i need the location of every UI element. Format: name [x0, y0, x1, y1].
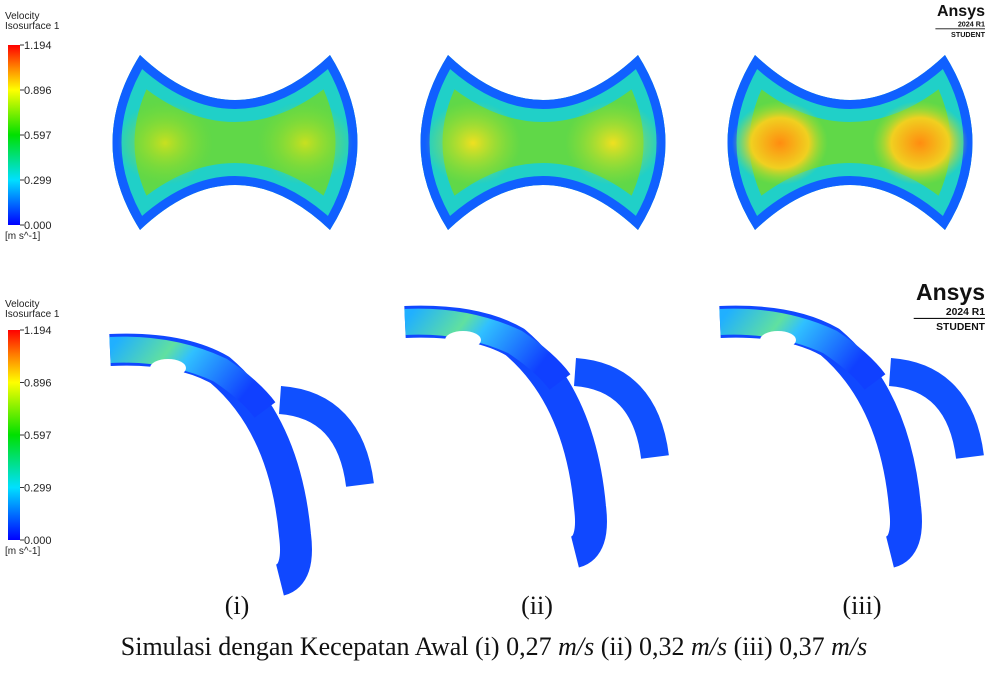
tick-label: 0.299 — [24, 483, 52, 495]
tick-label: 1.194 — [24, 40, 52, 52]
caption-part: m/s — [691, 632, 727, 661]
contour-plot — [727, 55, 973, 230]
panel-label: (i) — [225, 591, 250, 620]
contour — [727, 55, 973, 230]
pipe-main — [719, 305, 922, 568]
legend-title: Velocity — [5, 299, 39, 310]
lobe — [732, 101, 828, 185]
caption-part: m/s — [558, 632, 594, 661]
panel-label: (iii) — [843, 591, 882, 620]
tick-label: 1.194 — [24, 325, 52, 337]
tick-label: 0.000 — [24, 220, 52, 232]
contour — [112, 55, 358, 230]
logo-version: 2024 R1 — [958, 19, 985, 28]
ansys-logo: Ansys 2024 R1 STUDENT — [913, 279, 986, 333]
logo-edition: STUDENT — [936, 322, 986, 333]
legend-unit: [m s^-1] — [5, 546, 40, 557]
pipe-plot — [719, 305, 984, 568]
pipe-main — [404, 305, 607, 568]
tick-label: 0.896 — [24, 378, 52, 390]
lobe — [565, 101, 661, 185]
color-bar — [8, 330, 20, 540]
lobe — [872, 101, 968, 185]
logo-version: 2024 R1 — [946, 307, 985, 318]
pipe-jet — [109, 336, 276, 419]
logo-edition: STUDENT — [951, 30, 986, 39]
pipe-main — [109, 333, 312, 596]
contour-plot — [112, 55, 358, 230]
pipe-jet — [719, 308, 886, 391]
lobe — [117, 101, 213, 185]
caption-part: (ii) 0,32 — [594, 632, 691, 661]
contour-plot — [420, 55, 666, 230]
logo-brand: Ansys — [937, 3, 985, 20]
pipe-branch — [278, 386, 374, 488]
constriction — [760, 331, 796, 349]
legend-subtitle: Isosurface 1 — [5, 21, 60, 32]
caption-part: Simulasi dengan Kecepatan Awal (i) 0,27 — [121, 632, 558, 661]
pipe-jet — [404, 308, 571, 391]
caption: Simulasi dengan Kecepatan Awal (i) 0,27 … — [121, 632, 867, 661]
simulations — [109, 55, 984, 596]
constriction — [445, 331, 481, 349]
contour — [420, 55, 666, 230]
legend-title: Velocity — [5, 11, 39, 22]
lobe — [257, 101, 353, 185]
caption-part: m/s — [831, 632, 867, 661]
tick-label: 0.597 — [24, 130, 52, 142]
logo-brand: Ansys — [916, 279, 985, 305]
caption-part: (iii) 0,37 — [727, 632, 831, 661]
tick-label: 0.299 — [24, 175, 52, 187]
legend-subtitle: Isosurface 1 — [5, 309, 60, 320]
legend-unit: [m s^-1] — [5, 231, 40, 242]
pipe-plot — [404, 305, 669, 568]
tick-label: 0.896 — [24, 85, 52, 97]
pipe-branch — [888, 358, 984, 460]
pipe-plot — [109, 333, 374, 596]
tick-label: 0.597 — [24, 430, 52, 442]
color-bar — [8, 45, 20, 225]
pipe-branch — [573, 358, 669, 460]
panel-label: (ii) — [521, 591, 553, 620]
lobe — [425, 101, 521, 185]
constriction — [150, 359, 186, 377]
tick-label: 0.000 — [24, 535, 52, 547]
